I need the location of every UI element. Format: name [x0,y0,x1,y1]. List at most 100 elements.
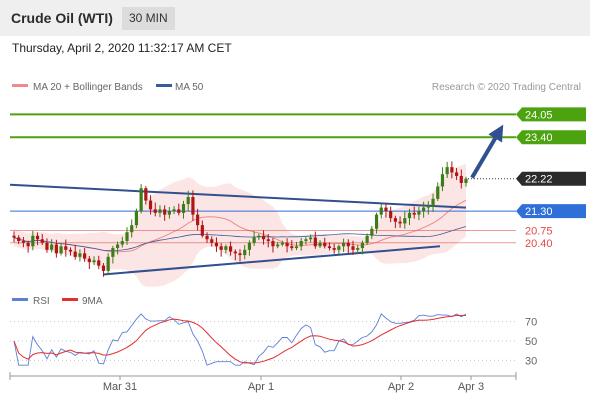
candle-body [389,211,393,219]
candle-body [219,246,223,250]
candle-body [360,242,365,249]
copyright-text: Research © 2020 Trading Central [432,82,581,93]
candle-body [167,211,171,215]
candle-body [12,235,16,238]
candle-body [111,248,115,257]
price-legend: MA 20 + Bollinger Bands MA 50 Research ©… [12,82,581,93]
rsi-tick-label-30: 30 [525,355,537,367]
candle-body [177,209,181,213]
x-axis-label: Apr 3 [458,381,484,393]
candle-body [304,239,308,242]
candle-body [163,209,167,215]
ma50-legend-label: MA 50 [175,82,204,93]
candle-body [393,218,397,222]
candle-body [294,246,299,249]
instrument-title: Crude Oil (WTI) [11,10,113,26]
candle-body [200,225,204,236]
candle-body [92,260,96,263]
candle-body [120,241,124,245]
candle-body [313,237,317,247]
candle-body [54,244,58,254]
candle-body [130,225,134,233]
candle-body [153,209,157,213]
candle-body [196,214,200,226]
candle-body [106,256,110,271]
candle-body [40,239,44,243]
candle-body [318,242,322,247]
current-label-22.22: 22.22 [525,174,553,186]
candle-body [45,242,49,250]
candle-body [384,207,388,212]
lower-trendline [102,245,441,276]
candle-body [257,235,261,238]
ma9-legend-label: 9MA [82,296,103,307]
candle-body [365,235,369,243]
candle-body [454,172,459,176]
candle-body [445,167,449,175]
ma50-line [13,226,467,252]
candle-body [26,242,30,247]
candle-body [280,242,284,245]
candle-body [431,198,435,206]
candle-body [125,232,129,242]
candle-body [370,228,374,236]
candle-body [214,242,219,247]
moving-average-layer [13,199,467,253]
candle-body [78,253,82,257]
resistance-label-23.40: 23.40 [525,132,553,144]
ma20-legend-label: MA 20 + Bollinger Bands [33,82,143,93]
ma20-legend-swatch [12,84,28,87]
rsi-tick-label-70: 70 [525,317,537,329]
candle-body [243,249,247,256]
candle-body [422,207,426,212]
candle-body [224,246,228,250]
candle-body [17,237,21,242]
candle-body [403,218,407,224]
candle-body [233,251,237,254]
candle-body [181,204,186,213]
candle-body [459,175,463,183]
candle-body [228,246,233,252]
candle-body [73,251,77,257]
projection-arrow [470,124,504,179]
pivot-tag-21.30 [516,204,586,219]
candle-body [290,246,294,249]
rsi-legend-label: RSI [33,296,50,307]
candle-body [374,214,379,229]
candle-body [186,197,190,205]
candle-body [261,235,266,240]
candle-body [309,237,313,240]
candle-body [35,235,40,240]
candle-body [299,241,303,247]
candle-body [412,212,416,215]
rsi-tick-label-50: 50 [525,336,537,348]
rsi-panel: RSI 9MA 70 50 30 [10,296,537,367]
candle-body [87,258,91,263]
candle-body [271,241,275,247]
candle-body [417,211,421,215]
ma50-legend-swatch [156,84,172,87]
candle-body [436,186,440,199]
timeframe-button[interactable]: 30 MIN [122,7,175,30]
rsi-ma-line [13,314,467,364]
candle-body [191,197,195,215]
candle-body [332,248,336,250]
candle-body [323,242,327,247]
candle-body [341,242,346,247]
x-axis-label: Apr 1 [248,381,274,393]
candle-body [148,200,153,210]
ma9-legend-swatch [62,298,78,301]
support-label-20.40: 20.40 [525,238,553,250]
x-axis-label: Apr 2 [388,381,414,393]
candle-body [285,242,289,247]
candle-body [50,244,54,250]
candle-body [327,246,332,249]
bollinger-band-layer [14,163,466,287]
chart-header: Crude Oil (WTI) 30 MIN [0,0,590,36]
x-axis-label: Mar 31 [103,381,137,393]
candle-body [101,265,106,271]
rsi-line [13,313,467,366]
candle-body [144,188,148,201]
